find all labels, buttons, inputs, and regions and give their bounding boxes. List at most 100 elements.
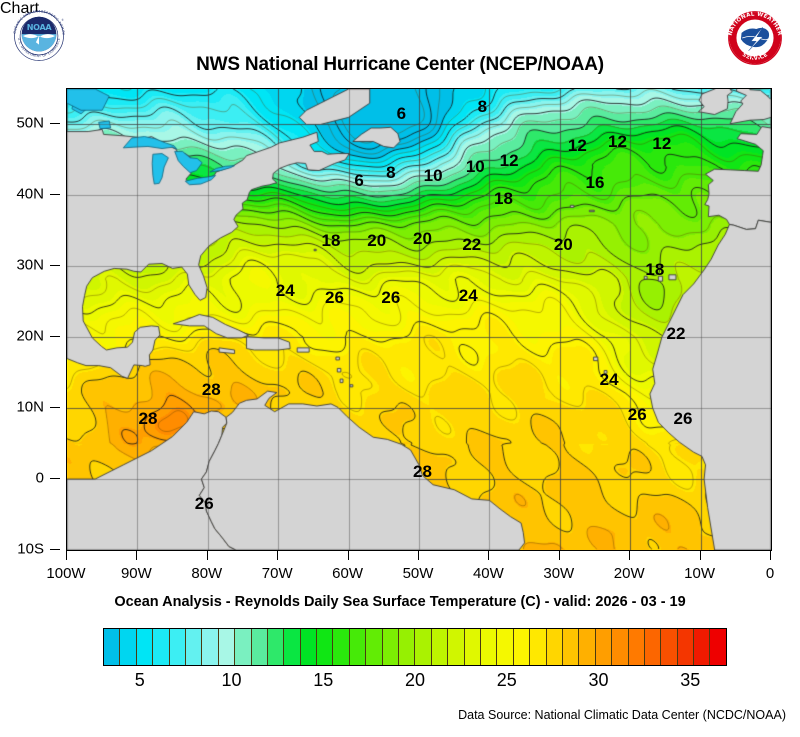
contour-label: 24 xyxy=(275,281,295,301)
contour-label: 16 xyxy=(585,172,605,192)
y-tick-label: 50N xyxy=(16,114,44,132)
x-tick-mark xyxy=(206,551,208,560)
colorbar-cell xyxy=(628,629,645,665)
colorbar-cell xyxy=(251,629,268,665)
colorbar-cell xyxy=(480,629,498,665)
colorbar-cell xyxy=(153,629,170,665)
y-tick-mark xyxy=(50,123,60,125)
colorbar-cell xyxy=(644,629,662,665)
contour-label: 8 xyxy=(386,162,396,182)
x-tick-mark xyxy=(418,551,419,560)
x-tick-label: 0 xyxy=(765,565,775,582)
contour-label: 20 xyxy=(413,229,432,249)
colorbar-cell xyxy=(431,629,449,665)
x-tick-mark xyxy=(136,551,138,560)
colorbar-tick: 10 xyxy=(221,670,242,690)
data-source-credit: Data Source: National Climatic Data Cent… xyxy=(458,708,786,722)
contour-label: 26 xyxy=(627,405,647,425)
contour-label: 26 xyxy=(673,408,693,428)
x-tick-label: 50W xyxy=(402,565,434,582)
colorbar-cell xyxy=(120,629,137,665)
x-tick-mark xyxy=(699,551,701,560)
colorbar-cell xyxy=(710,629,726,665)
y-tick-mark xyxy=(50,265,60,267)
colorbar-tick: 20 xyxy=(404,670,426,690)
x-tick-label: 20W xyxy=(613,565,645,582)
svg-text:SERVICE: SERVICE xyxy=(741,52,769,62)
colorbar-cell xyxy=(136,629,154,665)
x-tick-mark xyxy=(277,551,279,560)
y-tick-label: 0 xyxy=(35,469,44,487)
y-tick-mark xyxy=(50,549,60,550)
y-tick-mark xyxy=(50,407,60,409)
colorbar-cell xyxy=(169,629,186,665)
colorbar-tick-labels: 5 10 15 20 25 30 35 xyxy=(103,670,727,696)
colorbar-cell xyxy=(202,629,219,665)
svg-text:®: ® xyxy=(61,18,64,22)
x-tick-mark xyxy=(558,551,560,560)
colorbar-cell xyxy=(267,629,285,665)
x-tick-mark xyxy=(488,551,490,560)
contour-label: 8 xyxy=(477,96,488,116)
x-tick-label: 40W xyxy=(472,565,504,582)
contour-label: 26 xyxy=(194,493,214,513)
colorbar-cell xyxy=(399,629,416,665)
x-axis-longitude: 100W 90W 80W 70W 60W 50W 40W 30W 20W 10W 0 xyxy=(46,551,775,591)
colorbar-tick: 5 xyxy=(134,670,145,690)
colorbar-gradient xyxy=(103,628,727,666)
y-tick-label: 10N xyxy=(16,398,44,416)
x-tick-label: 10W xyxy=(684,565,716,582)
colorbar-cell xyxy=(104,629,121,665)
colorbar-cell xyxy=(185,629,203,665)
colorbar-tick: 35 xyxy=(680,670,701,690)
contour-label: 12 xyxy=(567,135,587,155)
colorbar-cell xyxy=(694,629,711,665)
contour-label: 26 xyxy=(381,288,401,308)
contour-label: 20 xyxy=(553,235,573,255)
x-tick-mark xyxy=(629,551,631,560)
colorbar-cell xyxy=(464,629,481,665)
colorbar-tick: 30 xyxy=(588,670,609,690)
y-tick-mark xyxy=(50,194,60,196)
x-tick-mark xyxy=(347,551,349,560)
y-tick-label: 20N xyxy=(16,327,44,345)
colorbar xyxy=(103,628,727,666)
contour-label: 12 xyxy=(608,132,627,152)
x-tick-label: 60W xyxy=(332,565,364,582)
page-title: NWS National Hurricane Center (NCEP/NOAA… xyxy=(196,54,604,75)
chart-subtitle: Ocean Analysis - Reynolds Daily Sea Surf… xyxy=(114,594,686,610)
contour-label: 28 xyxy=(413,461,432,481)
x-tick-label: 100W xyxy=(46,565,86,582)
contour-label: 10 xyxy=(423,165,443,185)
colorbar-cell xyxy=(661,629,678,665)
contour-label: 12 xyxy=(499,151,519,171)
contour-label: 24 xyxy=(458,286,478,306)
x-tick-mark xyxy=(770,551,771,560)
contour-label: 22 xyxy=(666,323,686,343)
colorbar-tick: 15 xyxy=(313,670,334,690)
colorbar-tick: 25 xyxy=(496,670,517,690)
colorbar-cell xyxy=(595,629,613,665)
contour-label: 28 xyxy=(138,408,158,428)
colorbar-cell xyxy=(677,629,695,665)
y-tick-label: 40N xyxy=(16,185,44,203)
contour-label: 10 xyxy=(465,157,485,176)
colorbar-cell xyxy=(300,629,318,665)
colorbar-cell xyxy=(562,629,580,665)
x-tick-label: 30W xyxy=(543,565,575,582)
contour-label: 6 xyxy=(396,103,407,123)
colorbar-cell xyxy=(448,629,465,665)
sst-map-plot: 6 8 12 12 12 6 8 10 10 12 16 18 18 20 20 22 20 24 26 26 24 18… xyxy=(66,88,772,551)
colorbar-cell xyxy=(235,629,252,665)
y-tick-label: 30N xyxy=(16,256,44,274)
x-tick-label: 90W xyxy=(120,565,152,582)
colorbar-cell xyxy=(366,629,383,665)
contour-label: 18 xyxy=(645,259,665,279)
y-axis-latitude: 50N 40N 30N 20N 10N 0 10S xyxy=(0,88,60,558)
colorbar-cell xyxy=(579,629,596,665)
contour-label: 22 xyxy=(462,235,482,255)
contour-label: 18 xyxy=(494,188,513,208)
colorbar-cell xyxy=(218,629,236,665)
colorbar-cell xyxy=(333,629,350,665)
sst-heatmap-canvas xyxy=(67,89,771,550)
